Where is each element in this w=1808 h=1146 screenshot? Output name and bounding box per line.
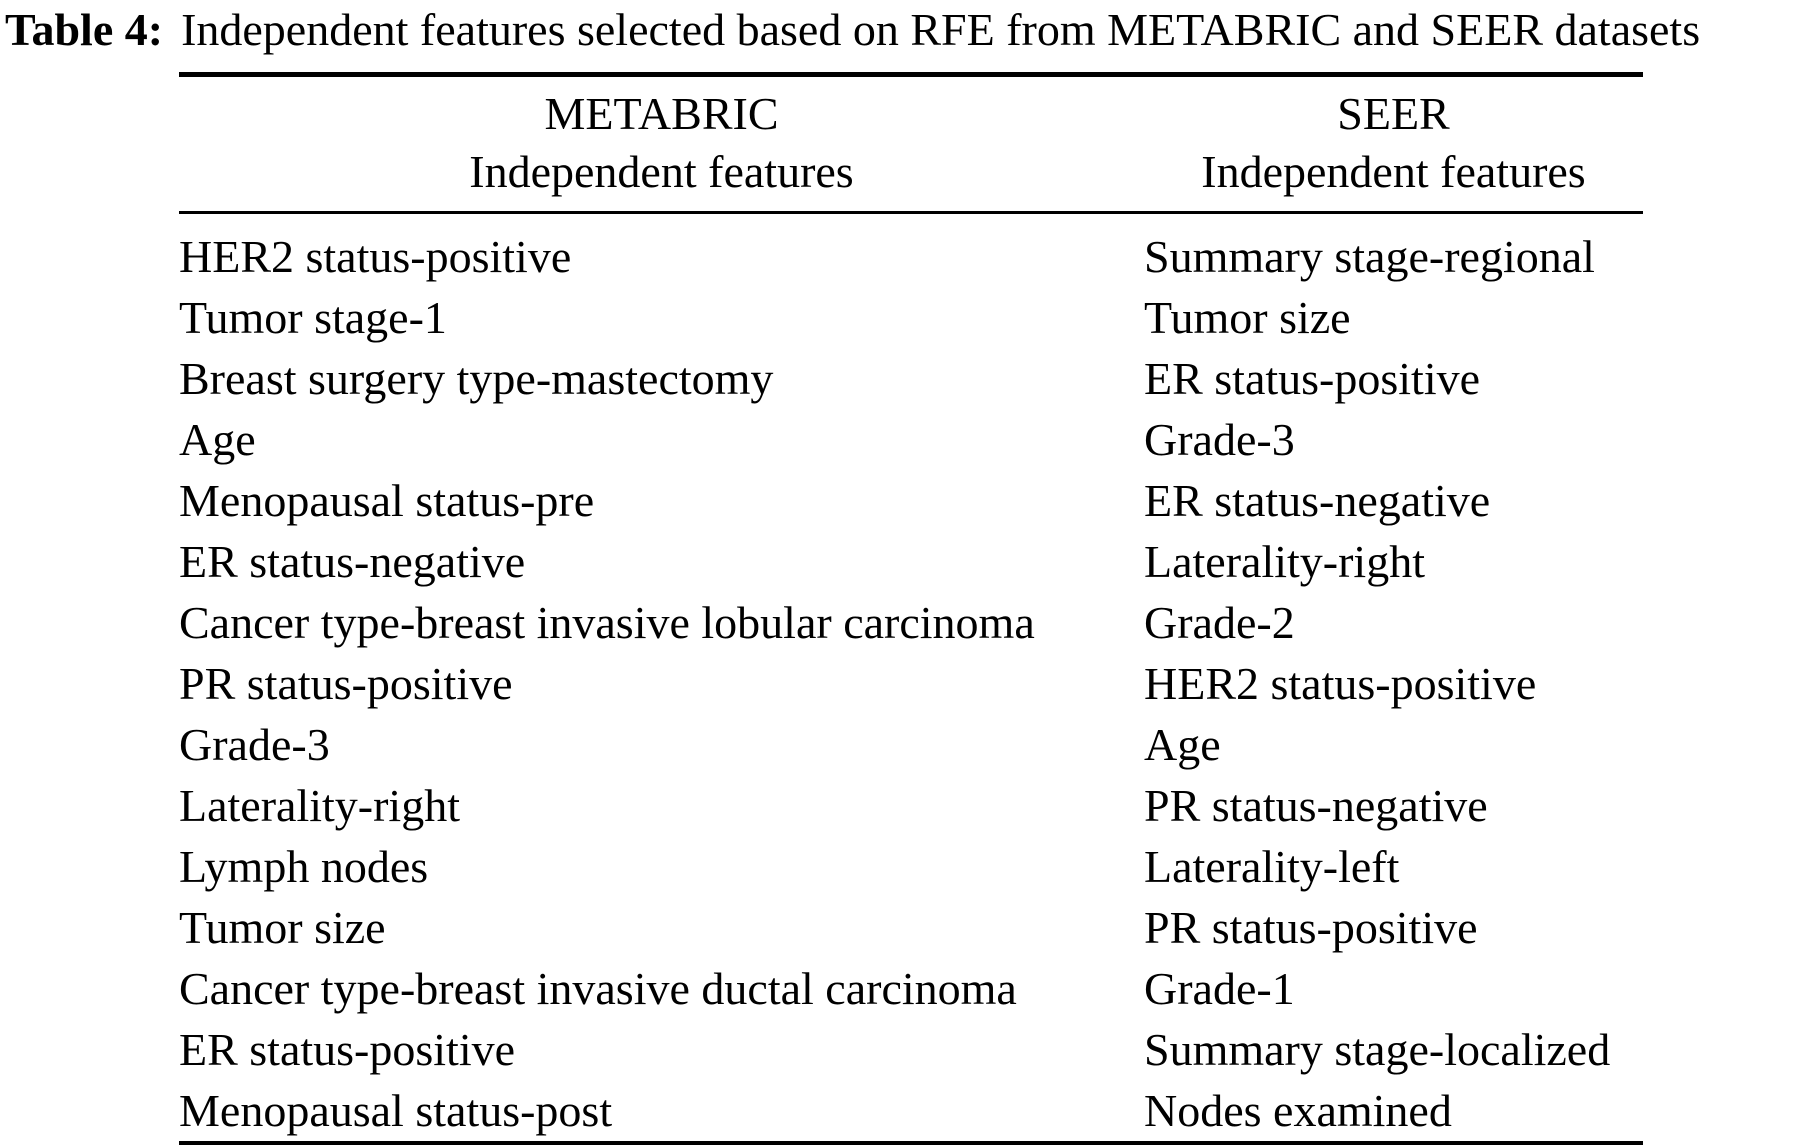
feature-item: Menopausal status-post <box>179 1085 613 1136</box>
column-header-metabric: METABRIC Independent features <box>179 85 1144 201</box>
feature-item: Nodes examined <box>1144 1085 1452 1136</box>
feature-item: Menopausal status-pre <box>179 475 595 526</box>
feature-item: Grade-2 <box>1144 597 1295 648</box>
feature-item: Tumor size <box>1144 292 1351 343</box>
features-table: METABRIC Independent features SEER Indep… <box>179 72 1643 1145</box>
feature-item: Tumor size <box>179 902 386 953</box>
metabric-subheader: Independent features <box>469 146 854 197</box>
feature-item: ER status-positive <box>1144 353 1481 404</box>
feature-item: PR status-positive <box>179 658 513 709</box>
feature-item: Laterality-right <box>1144 536 1425 587</box>
metabric-dataset-name: METABRIC <box>544 88 779 139</box>
feature-item: Laterality-left <box>1144 841 1400 892</box>
feature-item: ER status-negative <box>1144 475 1491 526</box>
feature-item: Lymph nodes <box>179 841 429 892</box>
feature-item: Cancer type-breast invasive lobular carc… <box>179 597 1035 648</box>
feature-item: Age <box>1144 719 1221 770</box>
feature-item: ER status-positive <box>179 1024 516 1075</box>
seer-dataset-name: SEER <box>1337 88 1450 139</box>
feature-item: ER status-negative <box>179 536 526 587</box>
feature-item: Summary stage-regional <box>1144 231 1595 282</box>
metabric-feature-list: HER2 status-positive Tumor stage-1 Breast … <box>179 226 1144 1141</box>
feature-item: Grade-3 <box>179 719 330 770</box>
table-body: HER2 status-positive Tumor stage-1 Breast … <box>179 214 1643 1145</box>
feature-item: Breast surgery type-mastectomy <box>179 353 774 404</box>
feature-item: HER2 status-positive <box>1144 658 1537 709</box>
feature-item: Age <box>179 414 256 465</box>
feature-item: Cancer type-breast invasive ductal carci… <box>179 963 1017 1014</box>
table-caption: Table 4: Independent features selected ba… <box>5 2 1700 58</box>
feature-item: Laterality-right <box>179 780 460 831</box>
feature-item: Summary stage-localized <box>1144 1024 1611 1075</box>
feature-item: Grade-1 <box>1144 963 1295 1014</box>
table-caption-label: Table 4: <box>5 4 164 55</box>
feature-item: PR status-positive <box>1144 902 1478 953</box>
table-caption-text: Independent features selected based on R… <box>181 4 1701 55</box>
feature-item: Tumor stage-1 <box>179 292 447 343</box>
table-header-row: METABRIC Independent features SEER Indep… <box>179 77 1643 214</box>
column-header-seer: SEER Independent features <box>1144 85 1643 201</box>
seer-subheader: Independent features <box>1201 146 1586 197</box>
feature-item: Grade-3 <box>1144 414 1295 465</box>
seer-feature-list: Summary stage-regional Tumor size ER statu… <box>1144 226 1643 1141</box>
feature-item: PR status-negative <box>1144 780 1488 831</box>
feature-item: HER2 status-positive <box>179 231 572 282</box>
